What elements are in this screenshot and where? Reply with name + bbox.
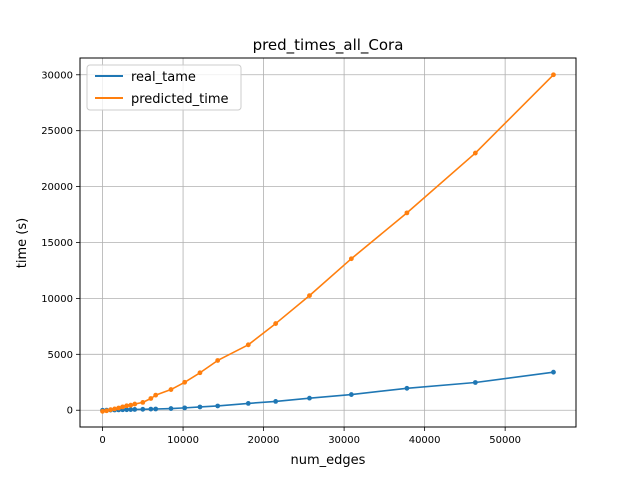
data-point-predicted-time xyxy=(120,404,126,410)
x-tick-label: 10000 xyxy=(167,435,199,446)
data-point-predicted-time xyxy=(140,400,146,405)
y-tick-label: 25000 xyxy=(41,126,73,137)
x-axis-label: num_edges xyxy=(291,453,366,468)
y-tick-label: 10000 xyxy=(41,294,73,305)
x-tick-label: 0 xyxy=(99,435,105,446)
legend-label-real-tame: real_tame xyxy=(131,70,196,85)
data-point-predicted-time xyxy=(128,402,134,408)
data-point-predicted-time xyxy=(197,370,203,376)
data-point-real-tame xyxy=(182,405,188,411)
data-point-predicted-time xyxy=(116,405,122,411)
y-tick-label: 30000 xyxy=(41,70,73,81)
data-point-real-tame xyxy=(404,385,410,391)
y-tick-label: 20000 xyxy=(41,182,73,193)
x-tick-label: 20000 xyxy=(248,435,280,446)
data-point-real-tame xyxy=(197,404,203,410)
y-tick-label: 5000 xyxy=(48,350,73,361)
legend-box xyxy=(86,64,242,111)
data-point-real-tame xyxy=(148,406,154,412)
data-point-real-tame xyxy=(124,407,130,413)
data-point-predicted-time xyxy=(153,392,159,398)
data-point-real-tame xyxy=(215,403,221,409)
data-point-real-tame xyxy=(348,392,354,397)
x-tick-label: 30000 xyxy=(328,435,360,446)
x-tick-label: 50000 xyxy=(489,435,521,446)
chart-title: pred_times_all_Cora xyxy=(253,36,404,55)
y-tick-label: 15000 xyxy=(41,238,73,249)
data-point-predicted-time xyxy=(148,396,154,401)
data-point-predicted-time xyxy=(124,403,130,409)
series-layer xyxy=(100,72,556,414)
data-point-predicted-time xyxy=(132,401,138,407)
data-point-predicted-time xyxy=(245,342,251,348)
data-point-predicted-time xyxy=(215,358,221,363)
data-point-predicted-time xyxy=(472,150,478,156)
data-point-predicted-time xyxy=(100,408,105,414)
data-point-predicted-time xyxy=(182,379,188,385)
data-point-real-tame xyxy=(273,398,279,404)
data-point-real-tame xyxy=(168,406,174,411)
data-point-real-tame xyxy=(128,407,134,412)
data-point-real-tame xyxy=(307,395,312,401)
x-tick-label: 40000 xyxy=(409,435,441,446)
y-axis-label: time (s) xyxy=(15,218,30,268)
data-point-real-tame xyxy=(132,407,138,412)
legend: real_tame predicted_time xyxy=(86,64,242,111)
data-point-real-tame xyxy=(245,401,251,406)
data-point-predicted-time xyxy=(104,408,109,414)
data-point-predicted-time xyxy=(168,387,174,392)
grid xyxy=(80,58,576,427)
data-point-predicted-time xyxy=(348,256,354,262)
data-point-predicted-time xyxy=(307,293,312,299)
data-point-predicted-time xyxy=(112,406,118,412)
series-predicted-time xyxy=(100,72,556,414)
data-point-predicted-time xyxy=(273,321,279,326)
data-point-real-tame xyxy=(472,380,478,385)
data-point-real-tame xyxy=(140,406,146,412)
x-axis-ticks: 0 10000 20000 30000 40000 50000 xyxy=(99,427,521,446)
data-point-predicted-time xyxy=(404,210,410,216)
y-axis-ticks: 0 5000 10000 15000 20000 25000 30000 xyxy=(41,70,80,417)
data-point-real-tame xyxy=(551,369,556,375)
y-tick-label: 0 xyxy=(67,406,73,417)
data-point-predicted-time xyxy=(551,72,556,78)
data-point-real-tame xyxy=(153,406,159,412)
legend-label-predicted-time: predicted_time xyxy=(131,92,229,107)
data-point-predicted-time xyxy=(108,407,113,413)
